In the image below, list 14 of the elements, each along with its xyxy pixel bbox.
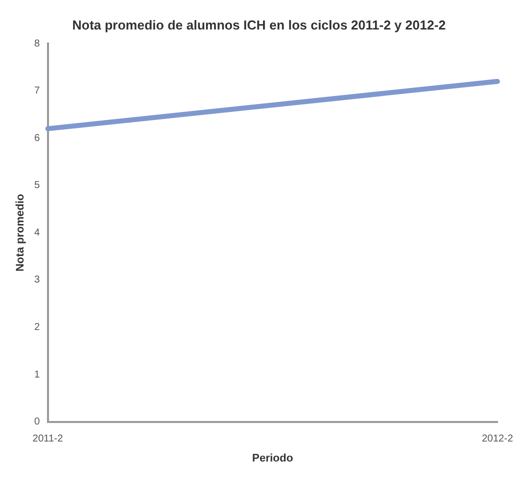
y-tick-label: 8 [34, 38, 40, 50]
y-tick-label: 7 [34, 86, 40, 97]
x-axis-title: Periodo [252, 452, 294, 464]
y-tick-label: 2 [34, 322, 40, 333]
x-tick-label: 2012-2 [482, 434, 514, 445]
y-tick-label: 4 [34, 227, 40, 238]
y-tick-label: 3 [34, 274, 40, 286]
y-tick-label: 6 [34, 132, 40, 144]
y-axis-title: Nota promedio [14, 194, 27, 272]
y-tick-label: 5 [34, 180, 40, 192]
y-tick-label: 1 [34, 369, 40, 380]
x-tick-label: 2011-2 [32, 434, 64, 445]
y-tick-label: 0 [34, 416, 40, 428]
chart-title: Nota promedio de alumnos ICH en los ciclos 2011-2 y 2012-2 [72, 17, 446, 32]
